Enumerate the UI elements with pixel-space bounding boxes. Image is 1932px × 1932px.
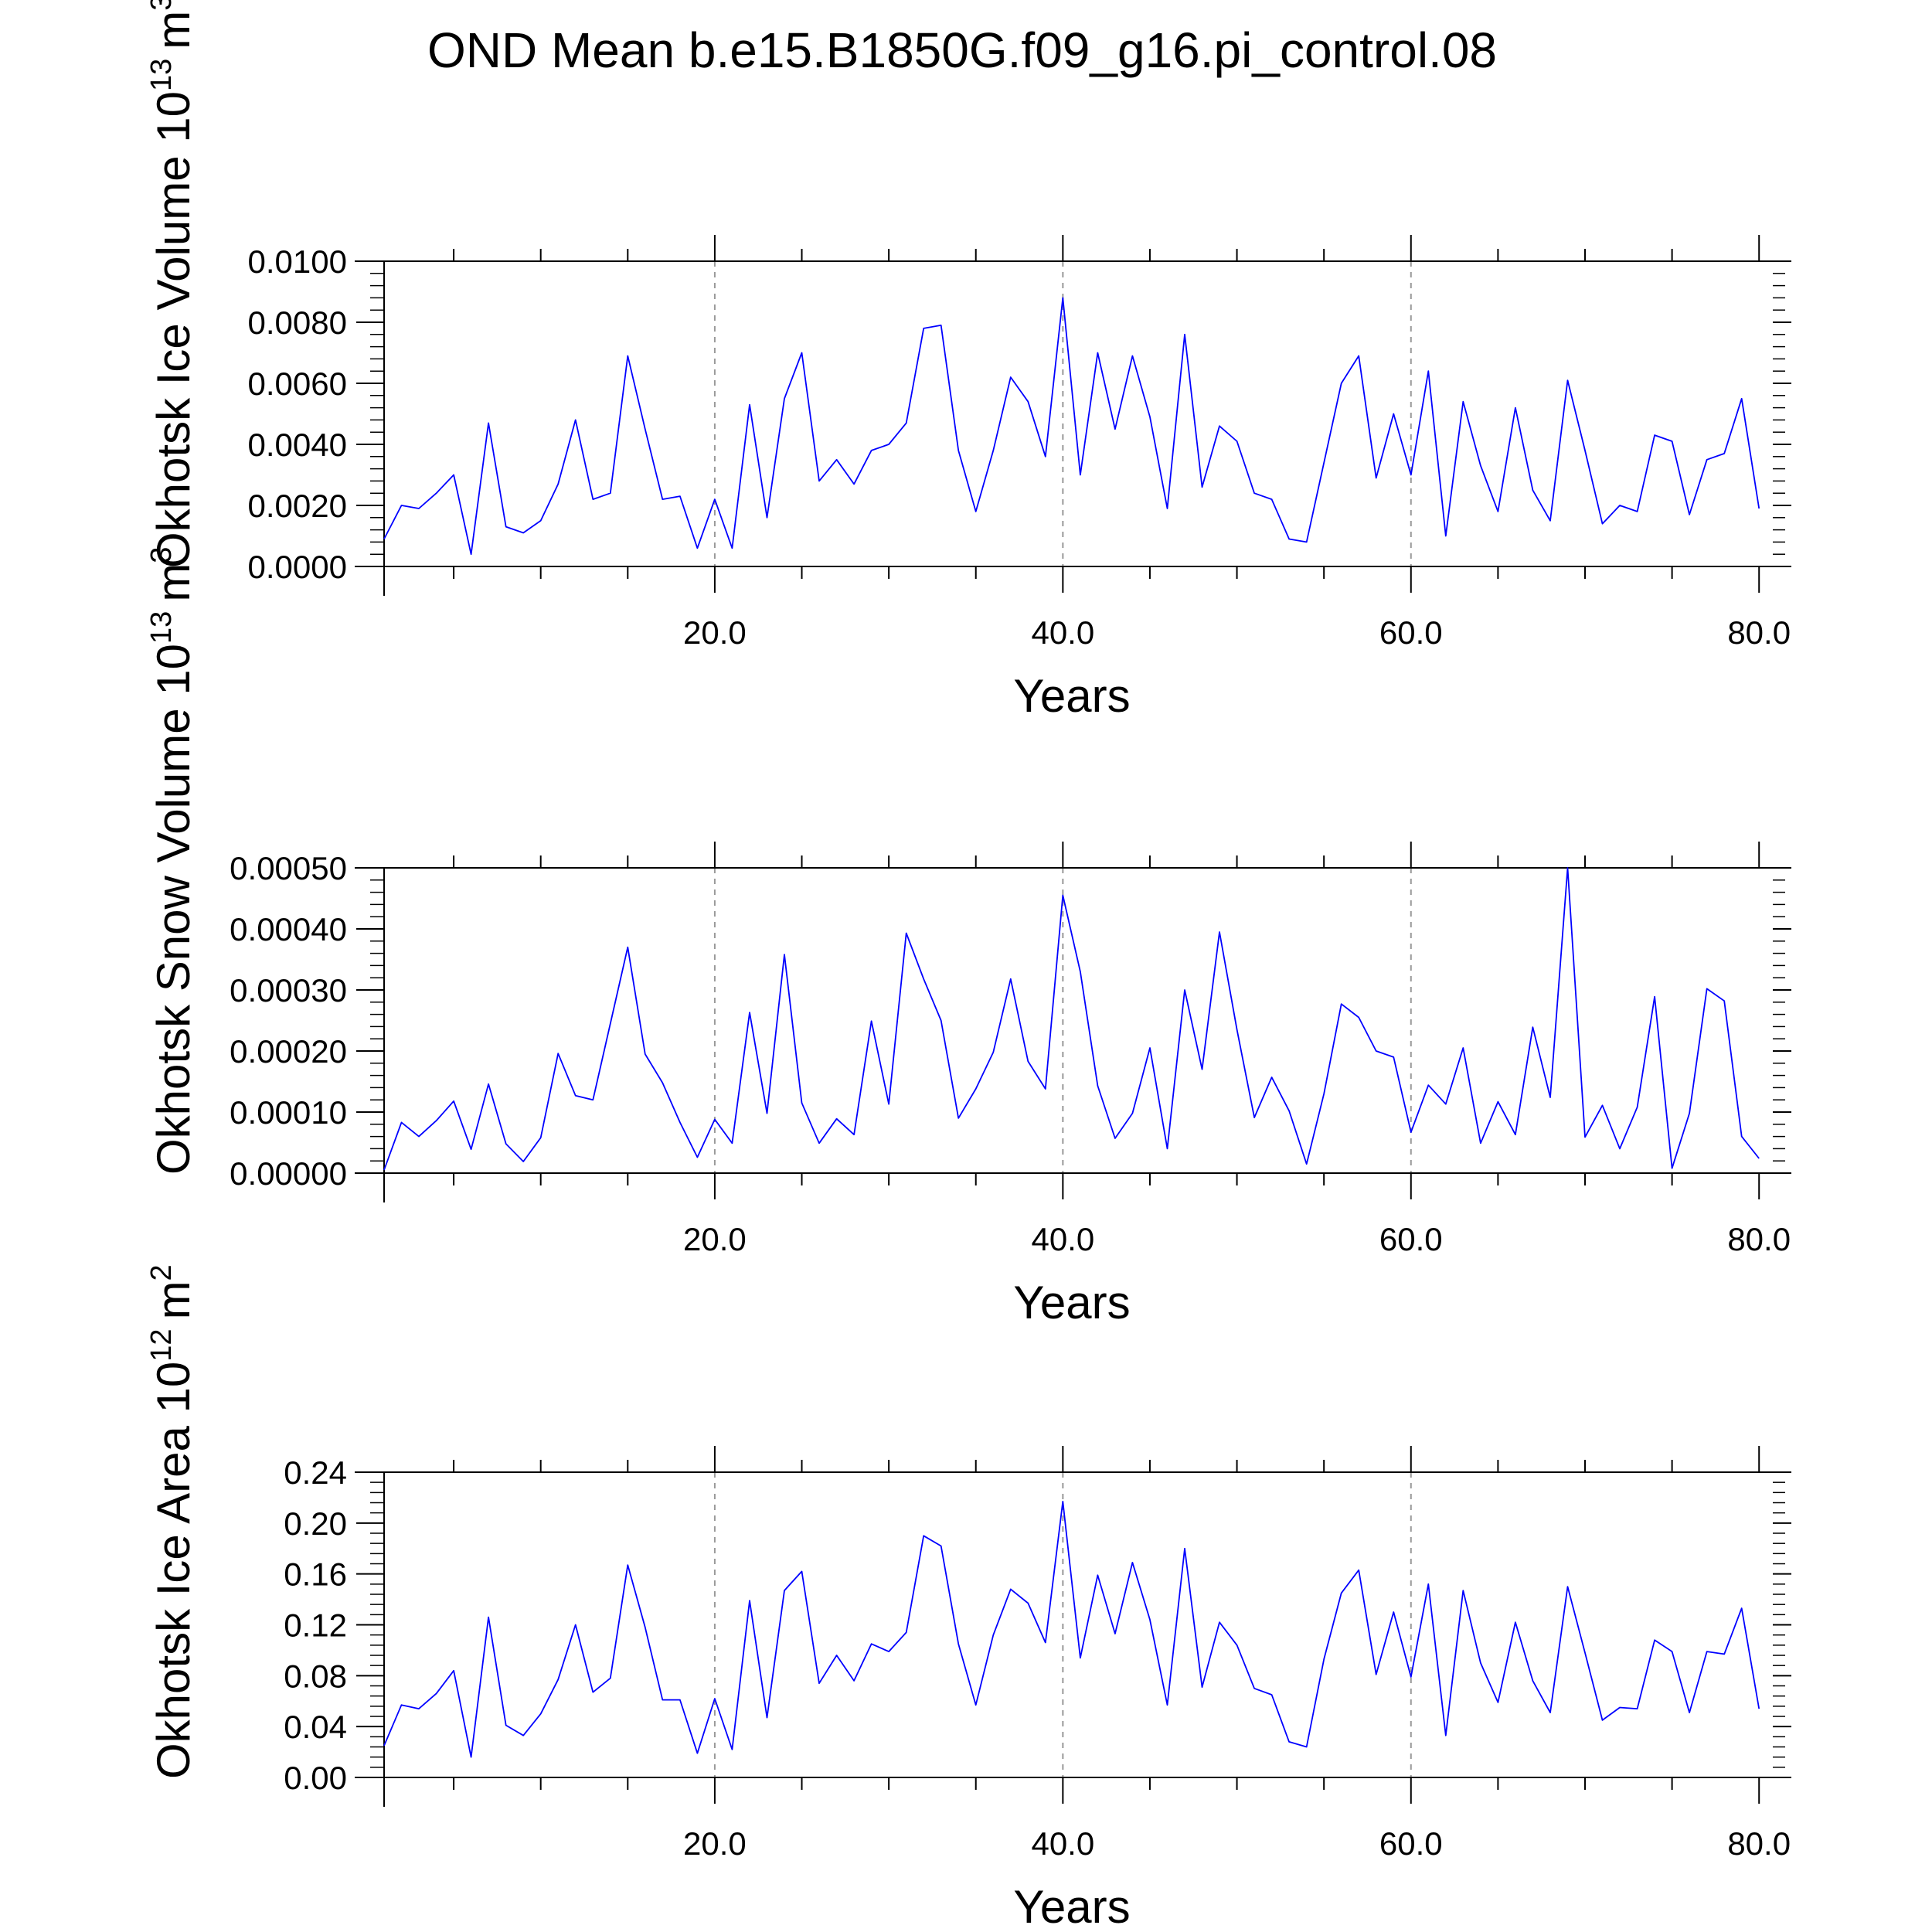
chart-snow-volume-y-tick-label: 0.00000 xyxy=(230,1155,347,1192)
chart-snow-volume-x-axis-label: Years xyxy=(1013,1277,1130,1328)
chart-ice-volume-x-tick-label: 20.0 xyxy=(683,614,747,651)
chart-ice-area-x-tick-label: 20.0 xyxy=(683,1825,747,1862)
chart-snow-volume-y-tick-label: 0.00040 xyxy=(230,911,347,947)
panel-ice-area: 0.00 0.04 0.08 0.12 0.16 0.20 0.24 20.0 40.0 60.0… xyxy=(145,1264,1791,1932)
chart-ice-area-y-tick-label: 0.24 xyxy=(284,1454,347,1491)
chart-ice-area-x-tick-label: 40.0 xyxy=(1031,1825,1094,1862)
panel-ice-volume: 0.0000 0.0020 0.0040 0.0060 0.0080 0.0100 20.0… xyxy=(145,0,1791,722)
chart-ice-volume-y-axis-label: Okhotsk Ice Volume 1013m3 xyxy=(145,0,199,568)
chart-snow-volume-y-tick-label: 0.00050 xyxy=(230,850,347,886)
chart-ice-volume-x-tick-label: 60.0 xyxy=(1379,614,1443,651)
chart-ice-volume-series-line xyxy=(383,297,1760,556)
chart-snow-volume-y-tick-label: 0.00020 xyxy=(230,1033,347,1070)
chart-ice-volume-y-tick-label: 0.0080 xyxy=(248,304,347,341)
chart-ice-area-y-tick-label: 0.08 xyxy=(284,1658,347,1694)
chart-snow-volume-x-tick-label: 80.0 xyxy=(1727,1221,1791,1257)
chart-ice-volume-x-tick-label: 80.0 xyxy=(1727,614,1791,651)
chart-snow-volume-series-line xyxy=(383,867,1760,1171)
chart-ice-area-y-tick-label: 0.20 xyxy=(284,1505,347,1542)
chart-ice-area-x-tick-label: 60.0 xyxy=(1379,1825,1443,1862)
chart-ice-volume-x-tick-label: 40.0 xyxy=(1031,614,1094,651)
figure-title: OND Mean b.e15.B1850G.f09_g16.pi_control… xyxy=(427,22,1497,78)
chart-snow-volume-x-tick-label: 20.0 xyxy=(683,1221,747,1257)
chart-ice-volume-y-tick-label: 0.0040 xyxy=(248,427,347,463)
chart-ice-area-y-axis-label: Okhotsk Ice Area 1012m2 xyxy=(145,1264,199,1779)
chart-ice-area-y-tick-label: 0.00 xyxy=(284,1760,347,1796)
chart-snow-volume-y-axis-label: Okhotsk Snow Volume 1013m3 xyxy=(145,547,199,1175)
chart-snow-volume-x-tick-label: 40.0 xyxy=(1031,1221,1094,1257)
chart-ice-volume-y-tick-label: 0.0060 xyxy=(248,366,347,402)
chart-ice-area-series-line xyxy=(383,1501,1760,1758)
chart-ice-area-x-tick-label: 80.0 xyxy=(1727,1825,1791,1862)
chart-ice-volume-y-tick-label: 0.0020 xyxy=(248,488,347,524)
chart-snow-volume-y-tick-label: 0.00010 xyxy=(230,1094,347,1131)
chart-ice-volume-y-tick-label: 0.0100 xyxy=(248,243,347,280)
chart-ice-area-x-axis-label: Years xyxy=(1013,1881,1130,1932)
chart-ice-area-y-tick-label: 0.16 xyxy=(284,1556,347,1593)
chart-snow-volume-x-tick-label: 60.0 xyxy=(1379,1221,1443,1257)
chart-snow-volume-y-tick-label: 0.00030 xyxy=(230,972,347,1009)
chart-ice-volume-x-axis-label: Years xyxy=(1013,670,1130,722)
panel-snow-volume: 0.00000 0.00010 0.00020 0.00030 0.00040 0.000… xyxy=(145,547,1791,1328)
chart-ice-volume-y-tick-label: 0.0000 xyxy=(248,549,347,585)
chart-ice-area-y-tick-label: 0.04 xyxy=(284,1709,347,1745)
chart-ice-area-y-tick-label: 0.12 xyxy=(284,1607,347,1644)
